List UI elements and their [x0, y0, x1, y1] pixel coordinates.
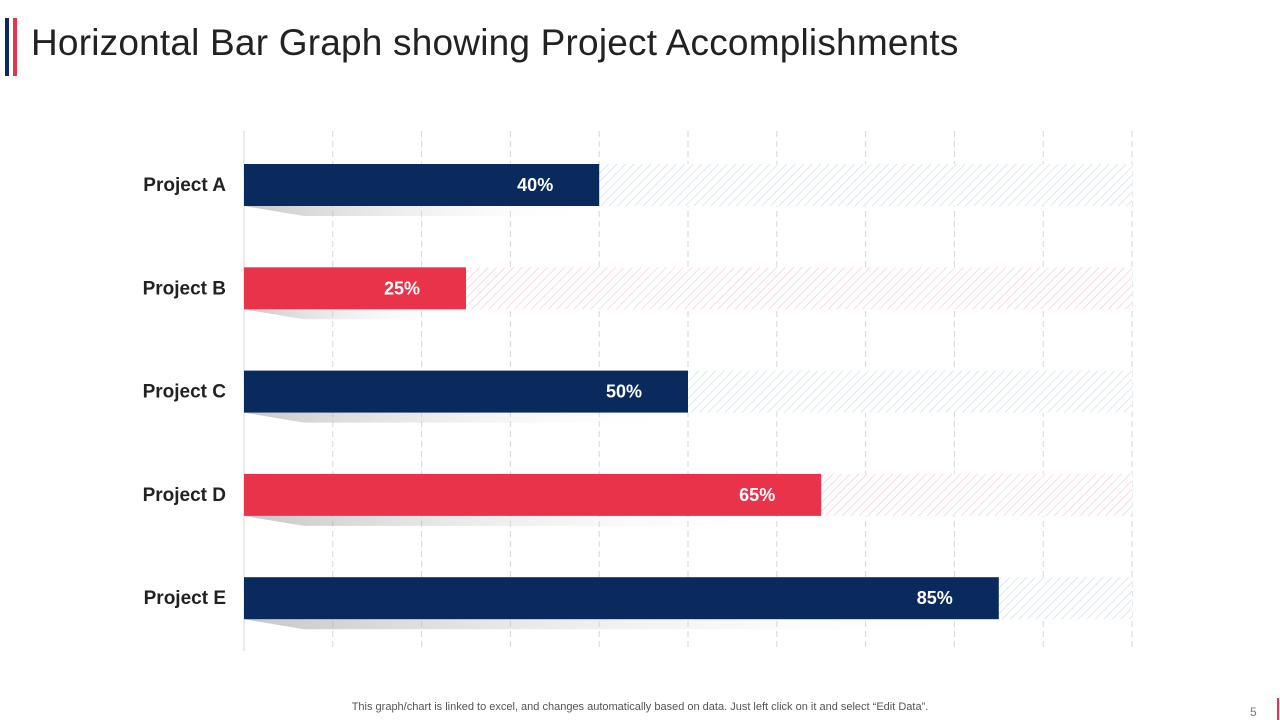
- bar[interactable]: [244, 370, 688, 413]
- page-marker: [1277, 698, 1279, 720]
- category-label: Project B: [143, 278, 226, 299]
- bar-track: [599, 164, 1132, 206]
- bar-group-project-e[interactable]: 85% Project E: [144, 577, 1132, 630]
- bar-shadow: [244, 206, 596, 216]
- page-number: 5: [1250, 705, 1257, 719]
- title-accent-red: [13, 18, 17, 76]
- bar[interactable]: [244, 267, 466, 310]
- category-label: Project D: [143, 485, 226, 506]
- bar-value-label: 25%: [384, 278, 420, 298]
- bar-group-project-b[interactable]: 25% Project B: [143, 267, 1132, 320]
- bar-value-label: 65%: [739, 485, 775, 505]
- category-label: Project E: [144, 588, 226, 609]
- title-accent-navy: [5, 18, 9, 76]
- bar-shadow: [244, 309, 462, 320]
- footnote: This graph/chart is linked to excel, and…: [0, 701, 1280, 713]
- bar-value-label: 40%: [517, 175, 553, 195]
- bar-shadow: [244, 412, 684, 423]
- bar-value-label: 85%: [917, 588, 953, 608]
- bar-group-project-d[interactable]: 65% Project D: [143, 473, 1132, 526]
- bar-value-label: 50%: [606, 382, 642, 402]
- bar-group-project-a[interactable]: 40% Project A: [143, 164, 1132, 216]
- category-label: Project C: [143, 382, 227, 403]
- bar-track: [998, 577, 1132, 620]
- bar-shadow: [244, 619, 995, 630]
- bar[interactable]: [244, 473, 822, 516]
- chart-bars[interactable]: 40% Project A 25% Project B 50% Project C 65% P…: [143, 164, 1132, 630]
- bar-group-project-c[interactable]: 50% Project C: [143, 370, 1132, 423]
- bar-shadow: [244, 515, 818, 526]
- bar[interactable]: [244, 577, 999, 620]
- footnote-text: This graph/chart is linked to excel, and…: [351, 701, 929, 713]
- bar[interactable]: [244, 164, 600, 206]
- page-title: Horizontal Bar Graph showing Project Acc…: [31, 22, 959, 63]
- bar-track: [466, 267, 1132, 310]
- bar-track: [821, 473, 1132, 516]
- bar-track: [688, 370, 1132, 413]
- category-label: Project A: [143, 175, 226, 196]
